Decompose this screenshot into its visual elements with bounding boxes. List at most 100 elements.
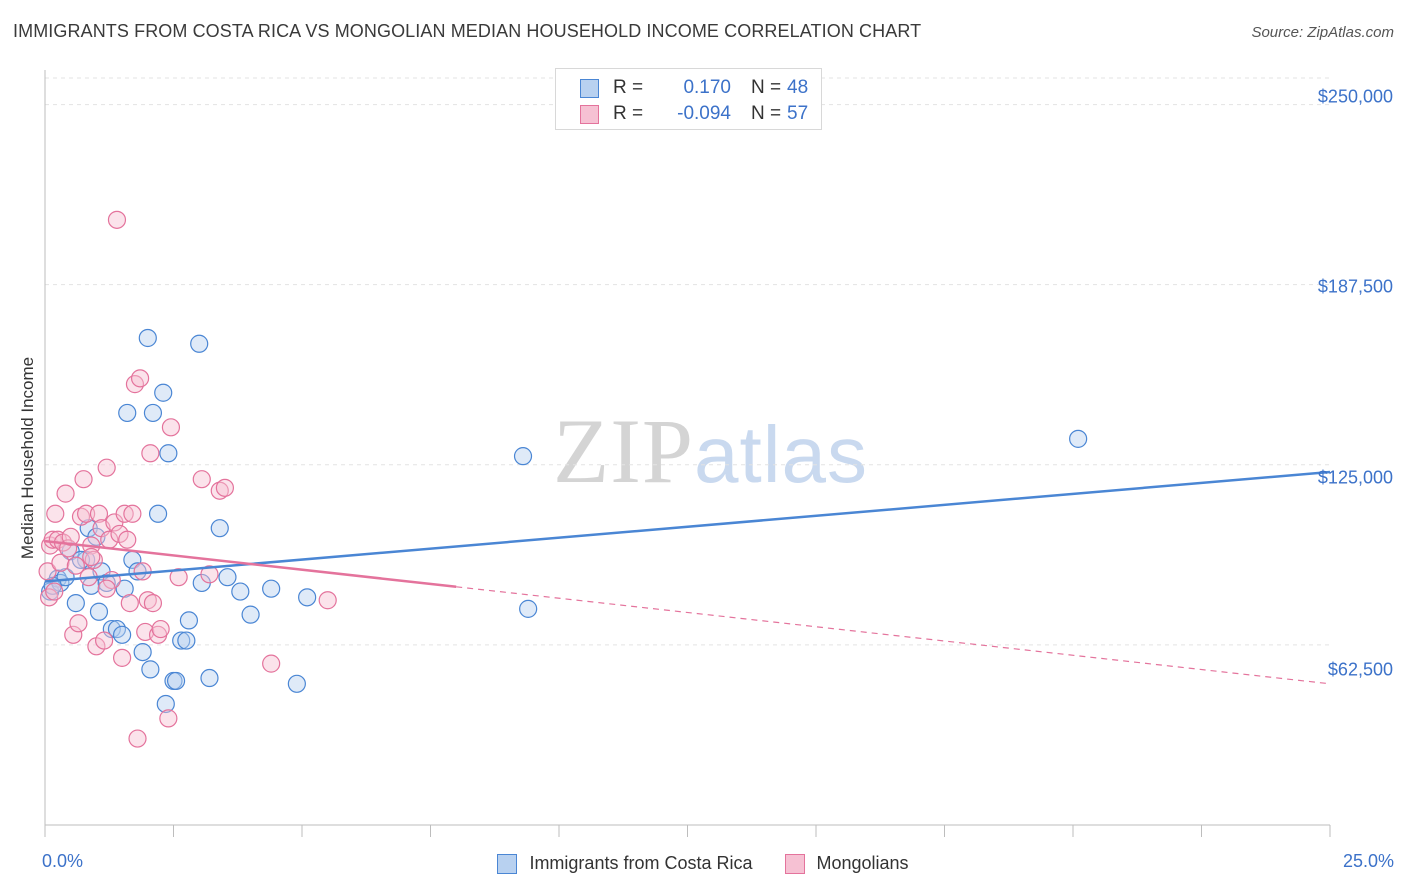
- mongolian-point: [169, 568, 188, 587]
- costa-rica-point: [519, 599, 538, 618]
- mongolian-point: [128, 729, 147, 748]
- costa-rica-point: [128, 562, 147, 581]
- mongolian-point: [61, 527, 80, 546]
- costa-rica-point: [112, 625, 132, 644]
- costa-rica-point: [1069, 429, 1088, 448]
- mongolian-point: [69, 614, 88, 633]
- mongolian-point: [120, 594, 139, 613]
- mongolian-point: [38, 562, 57, 581]
- legend-item-label: Mongolians: [816, 853, 909, 873]
- costa-rica-point: [141, 660, 160, 679]
- mongolian-point: [318, 591, 337, 610]
- chart-title: IMMIGRANTS FROM COSTA RICA VS MONGOLIAN …: [13, 21, 922, 41]
- costa-rica-point: [177, 631, 196, 650]
- mongolian-point: [210, 481, 229, 500]
- legend-swatch-pink: [580, 104, 599, 124]
- legend-n-label: N =: [751, 103, 782, 124]
- mongolian-point: [66, 556, 85, 575]
- costa-rica-point: [200, 668, 219, 688]
- costa-rica-point: [190, 334, 209, 353]
- costa-rica-point: [287, 674, 306, 693]
- mongolian-point: [215, 478, 234, 497]
- legend-swatch-blue: [497, 853, 518, 874]
- legend-r-value: -0.094: [677, 103, 731, 124]
- mongolian-point: [56, 484, 75, 503]
- mongolian-point: [107, 210, 127, 229]
- legend-swatch-blue: [580, 78, 599, 98]
- mongolian-point: [123, 504, 142, 523]
- mongolian-point: [97, 458, 116, 477]
- costa-rica-point: [154, 383, 173, 402]
- y-tick-label: $62,500: [1327, 659, 1393, 680]
- mongolian-point: [40, 588, 59, 607]
- costa-rica-point: [71, 550, 91, 569]
- legend-item-costa-rica[interactable]: Immigrants from Costa Rica: [497, 853, 753, 874]
- mongolian-point: [118, 530, 137, 549]
- mongolian-point: [262, 654, 281, 673]
- costa-rica-point: [231, 582, 250, 601]
- mongolian-point: [43, 530, 62, 549]
- watermark-atlas: atlas: [694, 410, 868, 499]
- mongolian-point: [141, 444, 160, 463]
- costa-rica-point: [172, 631, 191, 650]
- mongolian-point: [46, 504, 65, 523]
- mongolian-point: [71, 507, 91, 526]
- costa-rica-point: [89, 602, 109, 621]
- mongolian-point: [161, 418, 181, 437]
- y-tick-label: $250,000: [1317, 86, 1393, 107]
- legend-item-mongolians[interactable]: Mongolians: [784, 853, 909, 874]
- mongolian-point: [51, 553, 70, 572]
- chart-source: Source: ZipAtlas.com: [1251, 24, 1394, 41]
- costa-rica-point: [77, 550, 96, 569]
- y-tick-label: $125,000: [1317, 467, 1393, 488]
- data-points: [38, 210, 1088, 748]
- mongolian-point: [82, 547, 101, 567]
- costa-rica-point: [115, 579, 134, 598]
- costa-rica-point: [262, 579, 281, 598]
- legend-n-value: 57: [787, 103, 809, 124]
- mongolian-point: [77, 504, 96, 523]
- mongolian-point: [64, 625, 83, 644]
- grid-lines: [45, 77, 1330, 646]
- watermark: ZIPatlas: [553, 405, 868, 497]
- trend-lines: [44, 470, 1331, 685]
- mongolian-point: [84, 550, 103, 569]
- legend-n-value: 48: [787, 77, 809, 98]
- costa-rica-point: [218, 568, 237, 587]
- costa-rica-point: [241, 605, 260, 624]
- x-tick-label-min: 0.0%: [42, 851, 84, 871]
- stats-legend: R = 0.170 N = 48 R = -0.094 N = 57: [555, 68, 822, 130]
- costa-rica-trend-solid: [44, 470, 1331, 583]
- costa-rica-point: [118, 403, 137, 423]
- legend-row-mongolians: R = -0.094 N = 57: [580, 102, 808, 126]
- legend-r-value: 0.170: [683, 77, 731, 98]
- costa-rica-point: [66, 594, 85, 613]
- costa-rica-point: [513, 447, 533, 466]
- y-axis-label: Median Household Income: [18, 356, 37, 560]
- mongolian-point: [74, 470, 93, 489]
- legend-n-label: N =: [751, 77, 782, 98]
- mongolian-point: [89, 504, 109, 523]
- mongolian-point: [133, 562, 152, 581]
- mongolian-point: [45, 582, 64, 601]
- mongolian-point: [95, 631, 114, 650]
- mongolian-point: [112, 648, 132, 667]
- y-tick-label: $187,500: [1317, 276, 1393, 297]
- mongolian-point: [151, 619, 170, 639]
- costa-rica-point: [97, 573, 116, 593]
- legend-item-label: Immigrants from Costa Rica: [529, 853, 753, 873]
- mongolian-point: [130, 369, 150, 388]
- costa-rica-point: [298, 588, 317, 607]
- legend-row-costa-rica: R = 0.170 N = 48: [580, 76, 808, 100]
- series-legend: Immigrants from Costa Rica Mongolians: [0, 853, 1406, 874]
- costa-rica-point: [210, 519, 229, 538]
- costa-rica-point: [179, 611, 199, 630]
- watermark-zip: ZIP: [553, 400, 694, 502]
- legend-r-label: R =: [613, 77, 644, 98]
- mongolian-point: [97, 579, 116, 598]
- costa-rica-point: [56, 568, 75, 587]
- legend-r-label: R =: [613, 103, 644, 124]
- costa-rica-point: [148, 504, 168, 523]
- mongolian-point: [200, 565, 219, 584]
